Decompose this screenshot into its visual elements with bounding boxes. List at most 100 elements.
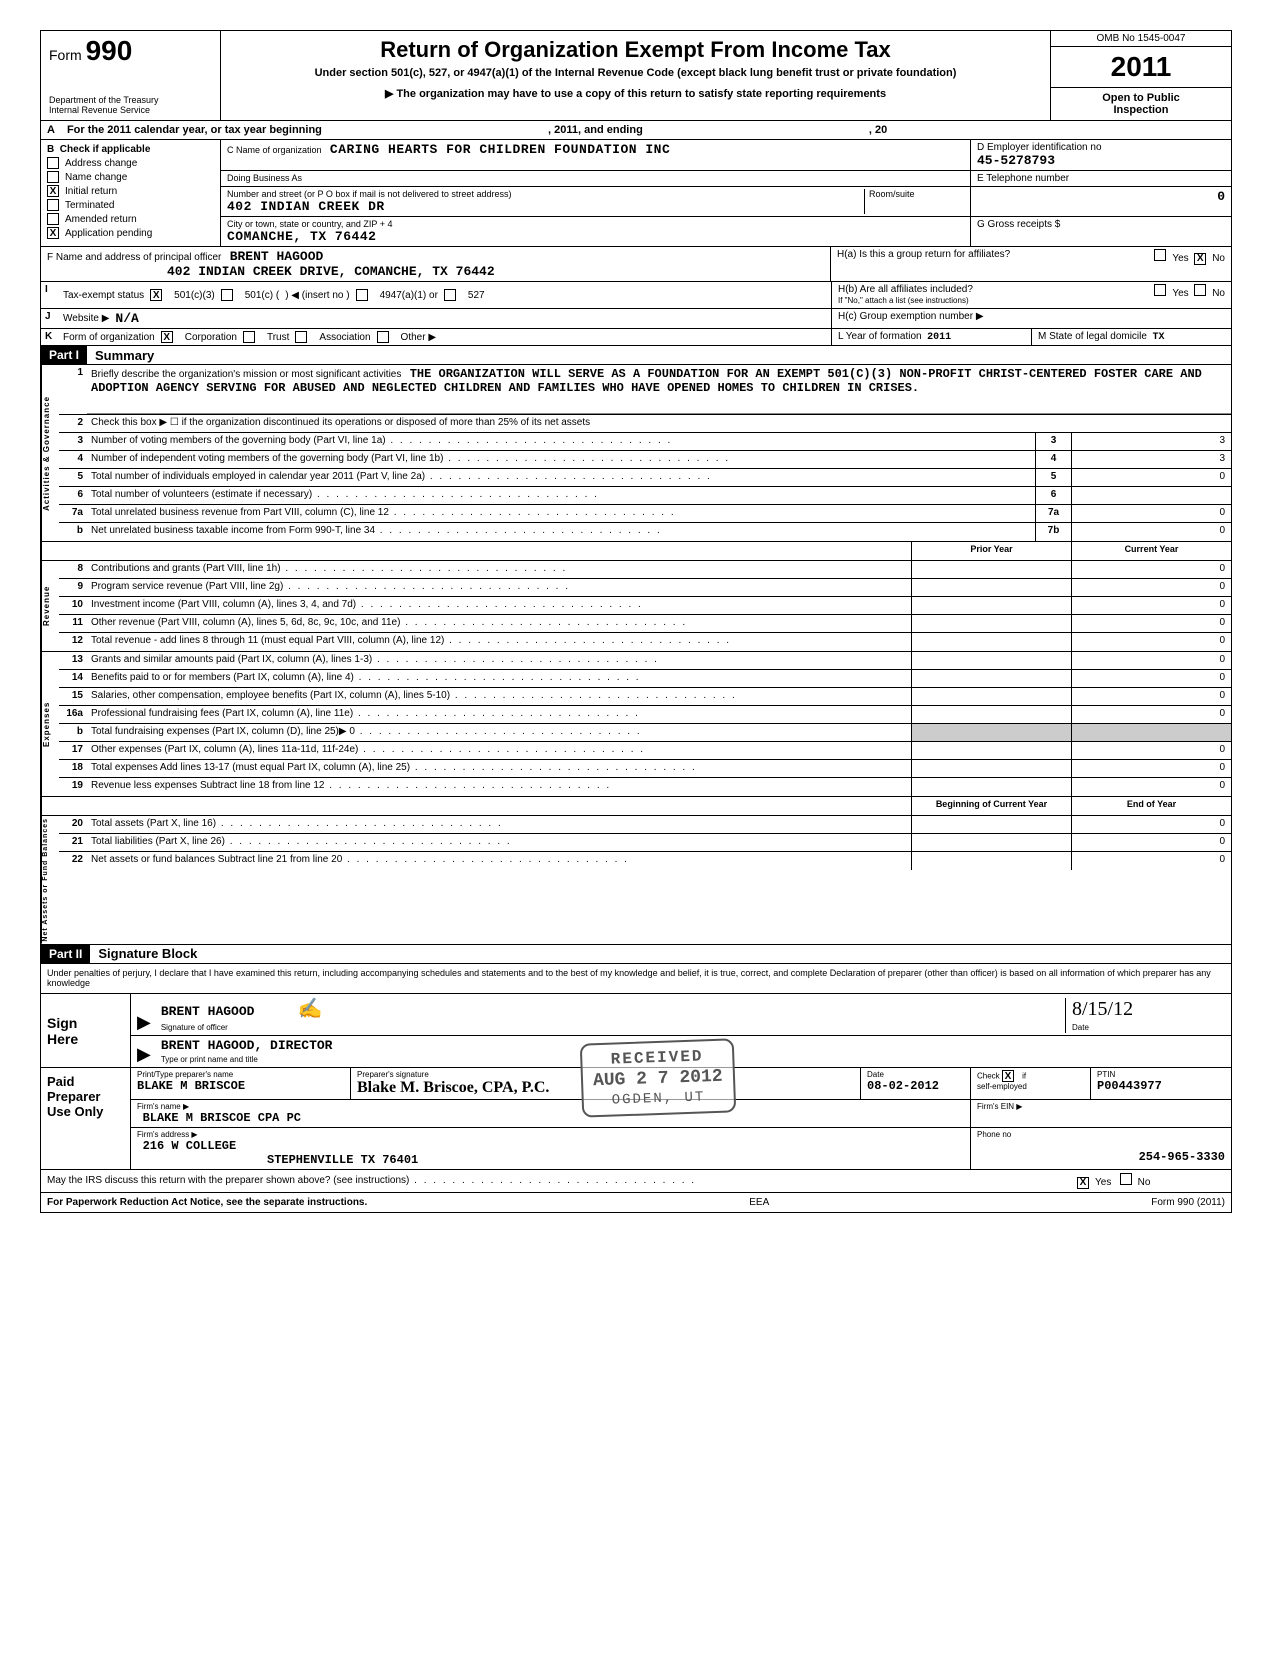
- line-22: 22Net assets or fund balances Subtract l…: [59, 852, 1231, 870]
- line-num: 9: [59, 579, 87, 596]
- firm-ein-cell: Firm's EIN ▶: [971, 1100, 1231, 1127]
- prior-val: [911, 615, 1071, 632]
- footer-mid: EEA: [749, 1197, 769, 1208]
- checkbox-icon[interactable]: [444, 289, 456, 301]
- column-cdeg: C Name of organization CARING HEARTS FOR…: [221, 140, 1231, 246]
- chk-application-pending[interactable]: XApplication pending: [47, 227, 214, 239]
- sign-word: Sign: [47, 1015, 124, 1031]
- prior-val: [911, 778, 1071, 796]
- form-990-page: Form 990 Department of the Treasury Inte…: [40, 30, 1232, 1213]
- line-text: Total expenses Add lines 13-17 (must equ…: [87, 760, 911, 777]
- checkbox-icon: [47, 213, 59, 225]
- rev-vert-label: Revenue: [41, 561, 59, 651]
- checkbox-icon[interactable]: [1154, 284, 1166, 296]
- principal-officer: F Name and address of principal officer …: [41, 247, 831, 281]
- prior-val: [911, 652, 1071, 669]
- chk-label: Initial return: [65, 186, 117, 197]
- line-text: Net assets or fund balances Subtract lin…: [87, 852, 911, 870]
- checkbox-icon[interactable]: X: [161, 331, 173, 343]
- state-domicile: M State of legal domicile TX: [1031, 329, 1231, 345]
- boy-hdr: Beginning of Current Year: [911, 797, 1071, 815]
- current-val: 0: [1071, 579, 1231, 596]
- hb-label: H(b) Are all affiliates included?: [838, 284, 973, 295]
- prep-signature: Blake M. Briscoe, CPA, P.C.: [357, 1079, 549, 1096]
- org-name-label: C Name of organization: [227, 145, 322, 155]
- officer-label: F Name and address of principal officer: [47, 252, 221, 263]
- checkbox-icon[interactable]: [356, 289, 368, 301]
- row-j: J Website ▶ N/A H(c) Group exemption num…: [41, 309, 1231, 329]
- form-990-number: 990: [86, 35, 133, 66]
- here-word: Here: [47, 1031, 124, 1047]
- checkbox-icon[interactable]: [1194, 284, 1206, 296]
- line-5: Total number of individuals employed in …: [87, 469, 1035, 486]
- line-2-num: 2: [59, 415, 87, 432]
- line-num: 20: [59, 816, 87, 833]
- checkbox-icon[interactable]: X: [1194, 253, 1206, 265]
- phone-label: E Telephone number: [977, 173, 1225, 184]
- checkbox-icon[interactable]: [221, 289, 233, 301]
- yes: Yes: [1172, 253, 1188, 264]
- prior-val: [911, 816, 1071, 833]
- checkbox-icon[interactable]: [1154, 249, 1166, 261]
- line-12: 12Total revenue - add lines 8 through 11…: [59, 633, 1231, 651]
- current-val: 0: [1071, 742, 1231, 759]
- k-label: K: [41, 329, 59, 345]
- firm-name-cell: Firm's name ▶ BLAKE M BRISCOE CPA PC: [131, 1100, 971, 1127]
- checkbox-icon[interactable]: X: [1077, 1177, 1089, 1189]
- stamp-date: AUG 2 7 2012: [593, 1067, 723, 1092]
- line-text: Total fundraising expenses (Part IX, col…: [87, 724, 911, 741]
- line-text: Total liabilities (Part X, line 26): [87, 834, 911, 851]
- chk-address-change[interactable]: Address change: [47, 157, 214, 169]
- checkbox-icon[interactable]: [295, 331, 307, 343]
- line-num: 17: [59, 742, 87, 759]
- chk-initial-return[interactable]: XInitial return: [47, 185, 214, 197]
- checkbox-icon[interactable]: [1120, 1173, 1132, 1185]
- row-f-h: F Name and address of principal officer …: [41, 247, 1231, 282]
- tag-5: 5: [1035, 469, 1071, 486]
- year-formation: L Year of formation 2011: [831, 329, 1031, 345]
- current-val: 0: [1071, 615, 1231, 632]
- received-stamp: RECEIVED AUG 2 7 2012 OGDEN, UT: [580, 1038, 736, 1117]
- header-left: Form 990 Department of the Treasury Inte…: [41, 31, 221, 120]
- l-label: L Year of formation: [838, 331, 922, 342]
- chk-label: Address change: [65, 158, 137, 169]
- gov-vert-label: Activities & Governance: [41, 365, 59, 541]
- row-k: K Form of organization XCorporation Trus…: [41, 329, 1231, 346]
- date-label: Date: [1072, 1023, 1089, 1032]
- officer-signature: ✍: [298, 998, 323, 1020]
- checkbox-icon[interactable]: X: [1002, 1070, 1014, 1082]
- prior-val: [911, 633, 1071, 651]
- checkbox-icon[interactable]: X: [150, 289, 162, 301]
- prep-name: BLAKE M BRISCOE: [137, 1079, 245, 1093]
- street-cell: Number and street (or P O box if mail is…: [221, 187, 971, 216]
- officer-addr: 402 INDIAN CREEK DRIVE, COMANCHE, TX 764…: [167, 264, 495, 279]
- footer: For Paperwork Reduction Act Notice, see …: [41, 1193, 1231, 1212]
- header-right: OMB No 1545-0047 2011 Open to Public Ins…: [1051, 31, 1231, 120]
- prior-val: [911, 760, 1071, 777]
- checkbox-icon[interactable]: [377, 331, 389, 343]
- paid-word: Paid: [47, 1074, 124, 1089]
- phone-value: 254-965-3330: [1139, 1150, 1225, 1164]
- website-value: N/A: [115, 311, 138, 326]
- chk-terminated[interactable]: Terminated: [47, 199, 214, 211]
- current-val: 0: [1071, 561, 1231, 578]
- ein-value: 45-5278793: [977, 153, 1225, 168]
- line-num: 10: [59, 597, 87, 614]
- prior-val: [911, 579, 1071, 596]
- checkbox-icon[interactable]: [243, 331, 255, 343]
- form-of-org: Form of organization XCorporation Trust …: [59, 329, 831, 345]
- current-val: 0: [1071, 760, 1231, 777]
- chk-amended[interactable]: Amended return: [47, 213, 214, 225]
- paid-preparer-label: Paid Preparer Use Only: [41, 1068, 131, 1169]
- prior-val: [911, 834, 1071, 851]
- perjury-statement: Under penalties of perjury, I declare th…: [41, 964, 1231, 995]
- firm-addr-cell: Firm's address ▶ 216 W COLLEGE STEPHENVI…: [131, 1128, 971, 1169]
- chk-name-change[interactable]: Name change: [47, 171, 214, 183]
- line-9: 9Program service revenue (Part VIII, lin…: [59, 579, 1231, 597]
- org-name-value: CARING HEARTS FOR CHILDREN FOUNDATION IN…: [330, 142, 670, 157]
- firm-name-label: Firm's name ▶: [137, 1102, 964, 1111]
- printed-label: Type or print name and title: [161, 1055, 258, 1064]
- rev-rows: 8Contributions and grants (Part VIII, li…: [59, 561, 1231, 651]
- discuss-row: May the IRS discuss this return with the…: [41, 1170, 1231, 1193]
- row-a-t2: , 2011, and ending: [548, 124, 643, 136]
